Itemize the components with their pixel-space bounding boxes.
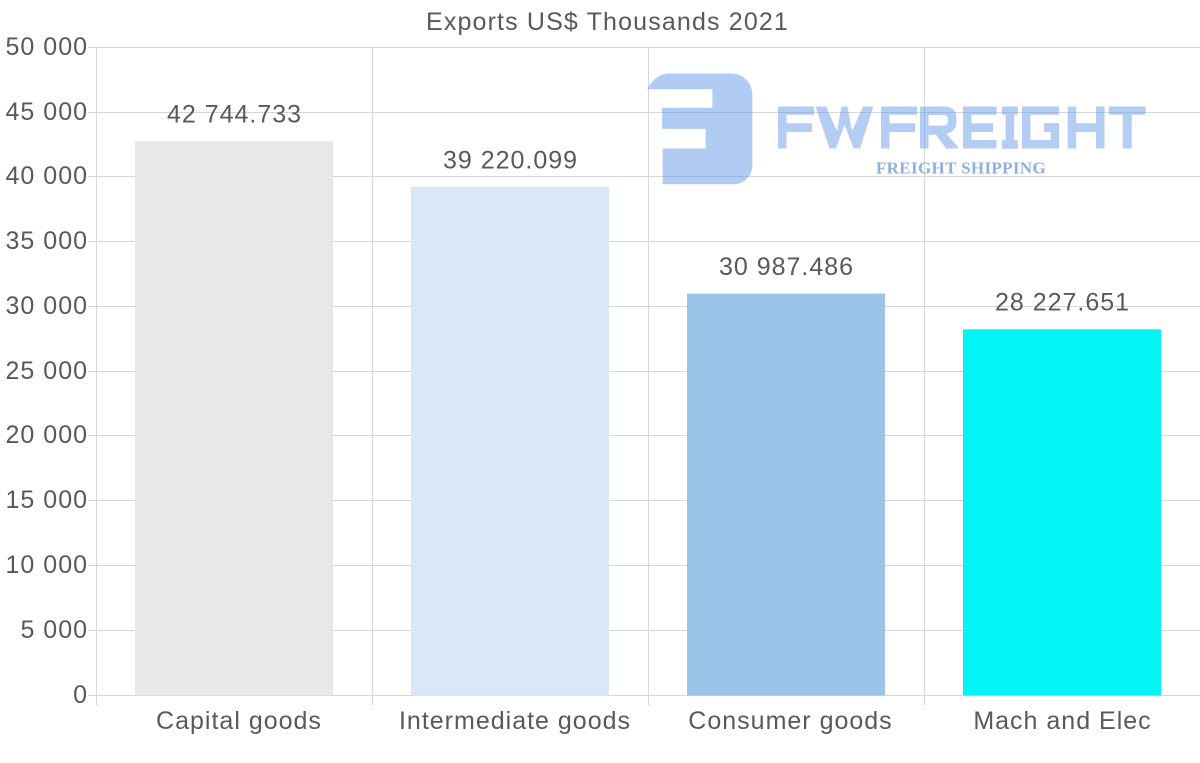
svg-text:20 000: 20 000 (6, 421, 88, 449)
svg-text:28 227.651: 28 227.651 (995, 289, 1130, 317)
svg-text:35 000: 35 000 (6, 227, 88, 255)
svg-text:30 000: 30 000 (6, 292, 88, 320)
svg-text:25 000: 25 000 (6, 357, 88, 385)
svg-text:39 220.099: 39 220.099 (443, 146, 578, 174)
svg-text:Exports US$ Thousands 2021: Exports US$ Thousands 2021 (426, 8, 789, 36)
svg-text:FREIGHT SHIPPING: FREIGHT SHIPPING (876, 159, 1046, 178)
svg-text:10 000: 10 000 (6, 551, 88, 579)
svg-text:42 744.733: 42 744.733 (167, 101, 302, 129)
svg-text:Capital goods: Capital goods (156, 707, 322, 735)
svg-text:40 000: 40 000 (6, 162, 88, 190)
svg-text:50 000: 50 000 (6, 33, 88, 61)
svg-text:Intermediate goods: Intermediate goods (399, 707, 631, 735)
svg-text:30 987.486: 30 987.486 (719, 253, 854, 281)
svg-text:45 000: 45 000 (6, 98, 88, 126)
svg-text:15 000: 15 000 (6, 486, 88, 514)
svg-text:0: 0 (73, 681, 88, 709)
svg-text:Consumer goods: Consumer goods (688, 707, 892, 735)
svg-text:Mach and Elec: Mach and Elec (973, 707, 1151, 735)
svg-text:5 000: 5 000 (20, 616, 88, 644)
